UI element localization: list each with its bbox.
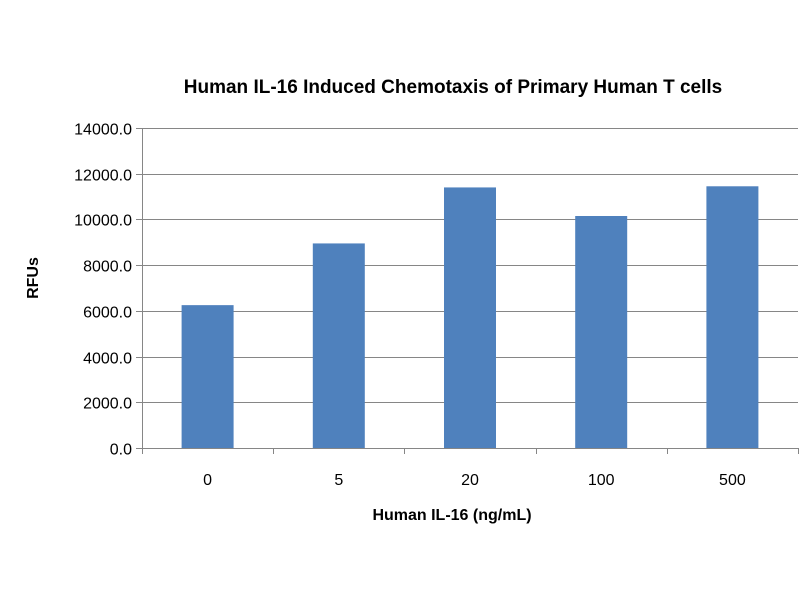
- x-tick-label: 20: [461, 472, 479, 489]
- y-tick-label: 14000.0: [74, 122, 132, 139]
- x-tick-label: 0: [203, 472, 212, 489]
- x-tick-label: 5: [334, 472, 343, 489]
- y-tick-label: 2000.0: [83, 396, 132, 413]
- bar: [575, 216, 628, 448]
- x-tick-labels: 0 5 20 100 500: [203, 472, 746, 489]
- bar: [181, 305, 234, 448]
- y-tick-label: 4000.0: [83, 351, 132, 368]
- y-tick-label: 10000.0: [74, 213, 132, 230]
- y-tick-label: 6000.0: [83, 305, 132, 322]
- y-tick-labels: 0.0 2000.0 4000.0 6000.0 8000.0 10000.0 12000.…: [74, 122, 132, 459]
- y-tick-label: 12000.0: [74, 168, 132, 185]
- y-tick-label: 8000.0: [83, 259, 132, 276]
- y-tick-label: 0.0: [110, 442, 132, 459]
- chart-title: Human IL-16 Induced Chemotaxis of Primar…: [184, 77, 722, 98]
- x-tick-label: 100: [588, 472, 615, 489]
- bar: [444, 187, 496, 448]
- bars: [181, 186, 759, 449]
- x-axis-label: Human IL-16 (ng/mL): [372, 507, 531, 524]
- bar: [312, 243, 365, 448]
- x-tick-label: 500: [719, 472, 746, 489]
- bar: [706, 186, 759, 449]
- axes: [136, 128, 799, 454]
- y-axis-label: RFUs: [25, 257, 42, 299]
